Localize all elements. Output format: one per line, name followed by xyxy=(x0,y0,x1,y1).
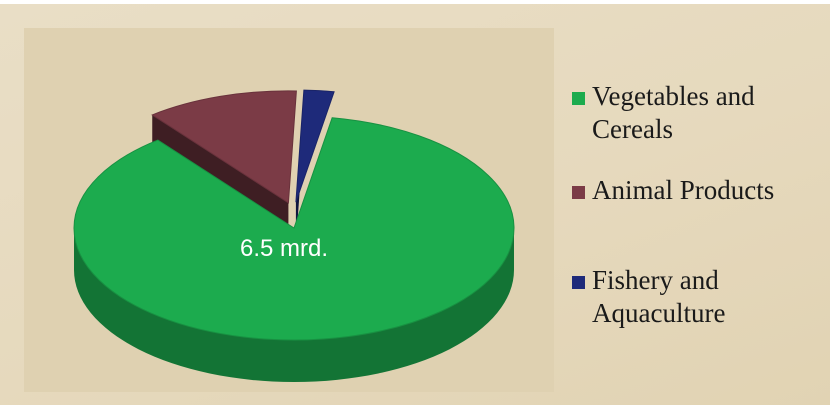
legend-label-fishery: Fishery and Aquaculture xyxy=(592,265,726,328)
slice-label-vegetables: 6.5 mrd. xyxy=(240,235,328,262)
legend-swatch-animal xyxy=(572,186,585,199)
legend-swatch-fishery xyxy=(572,276,585,289)
plot-panel: 6.5 mrd. xyxy=(24,28,554,392)
legend-label-vegetables: Vegetables and Cereals xyxy=(592,81,755,144)
legend-item-vegetables: Vegetables and Cereals xyxy=(570,80,825,146)
legend-item-fishery: Fishery and Aquaculture xyxy=(570,264,825,330)
pie-slice-vegetables xyxy=(73,117,515,341)
pie-labels: 6.5 mrd. xyxy=(240,235,328,262)
pie-side-vegetables xyxy=(74,228,514,382)
pie-chart: 6.5 mrd. xyxy=(73,89,515,382)
pie-slice-animal xyxy=(151,90,297,204)
legend-item-animal: Animal Products xyxy=(570,174,825,207)
pie-slice-fishery xyxy=(295,89,335,203)
legend-label-animal: Animal Products xyxy=(592,175,775,205)
legend-swatch-vegetables xyxy=(572,92,585,105)
pie-tops xyxy=(73,89,515,341)
